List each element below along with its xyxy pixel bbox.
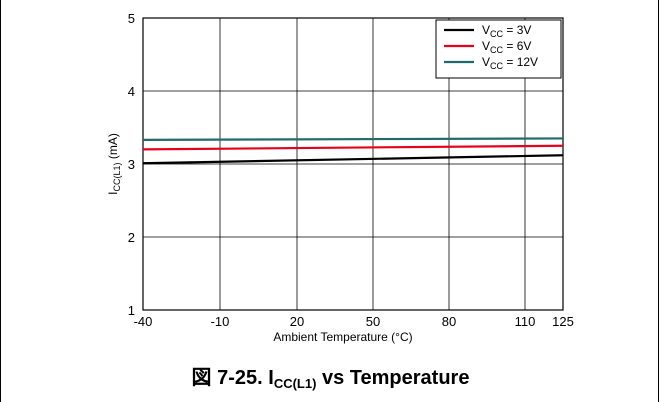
caption-suffix: vs Temperature — [316, 367, 470, 389]
y-tick-label: 2 — [128, 230, 135, 245]
series-line-0 — [142, 154, 564, 165]
x-tick-label: 125 — [552, 314, 574, 329]
x-axis-label: Ambient Temperature (°C) — [273, 330, 412, 344]
x-tick-label: 80 — [442, 314, 456, 329]
y-tick-label: 1 — [128, 303, 135, 318]
y-axis-label: ICC(L1) (mA) — [106, 133, 122, 195]
legend-label-0: VCC = 3V — [482, 23, 531, 39]
legend-label-2: VCC = 12V — [482, 55, 538, 71]
legend-label-1: VCC = 6V — [482, 39, 531, 55]
series-line-2 — [142, 137, 564, 142]
series-line-1 — [142, 144, 564, 151]
x-tick-label: 110 — [515, 314, 536, 329]
x-tick-label: -10 — [211, 314, 230, 329]
caption-prefix: 図 7-25. I — [191, 367, 274, 389]
plot-border — [142, 17, 564, 311]
y-tick-label: 5 — [128, 11, 135, 26]
x-tick-label: 50 — [366, 314, 380, 329]
legend-box — [435, 19, 562, 79]
caption-subscript: CC(L1) — [273, 376, 317, 391]
x-tick-label: 20 — [290, 314, 304, 329]
x-tick-label: -40 — [134, 314, 153, 329]
figure-caption: 図 7-25. ICC(L1) vs Temperature — [0, 366, 661, 396]
chart: -40 -10 20 50 80 110 125 1 2 3 4 5 Ambient Temperatu… — [106, 11, 574, 344]
y-tick-label: 4 — [128, 84, 135, 99]
y-tick-label: 3 — [128, 157, 135, 172]
